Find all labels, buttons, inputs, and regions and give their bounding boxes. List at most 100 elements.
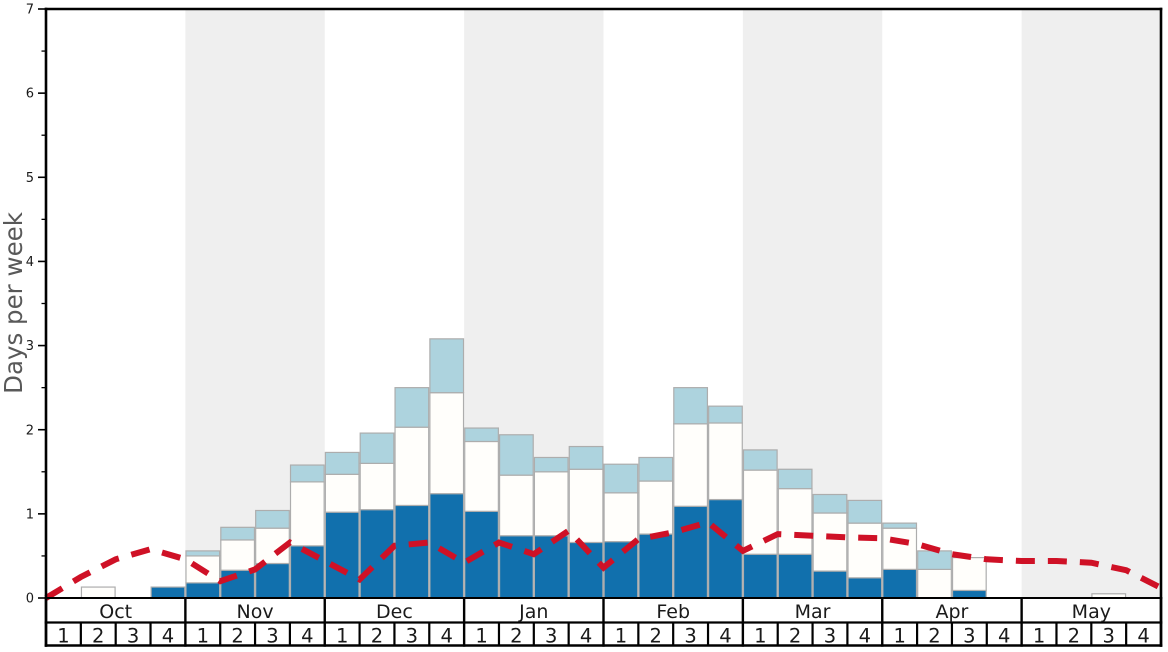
month-label: May [1072,601,1111,623]
bar-segment-light-blue-days [638,456,674,482]
week-number-label: 1 [1033,624,1045,647]
bar-segment-dark-blue-days [394,504,430,599]
bar-segment-light-blue-days [255,509,290,529]
week-number-label: 1 [57,624,69,647]
bar-segment-light-blue-days [324,451,360,475]
bar-segment-dark-blue-days [255,562,290,599]
bar-segment-white-days [917,568,952,599]
bar-segment-light-blue-days [464,427,499,443]
month-label: Jan [518,601,548,623]
month-shading-bands [185,9,1161,598]
week-number-label: 3 [824,624,836,647]
month-label: Feb [656,601,690,623]
bar-segment-dark-blue-days [429,493,465,599]
bar-segment-light-blue-days [603,463,639,494]
bar-segment-white-days [951,557,987,592]
bar-segment-dark-blue-days [673,505,709,599]
bar-segment-white-days [394,426,430,507]
bar-segment-light-blue-days [289,464,325,483]
bar-segment-light-blue-days [185,550,221,557]
bar-segment-white-days [603,492,639,543]
week-number-label: 3 [1103,624,1115,647]
week-number-label: 3 [266,624,278,647]
bar-segment-dark-blue-days [603,541,639,599]
bar-segment-light-blue-days [882,522,918,529]
bar-segment-light-blue-days [533,456,569,473]
bar-segment-white-days [359,462,395,511]
month-label: Mar [795,601,831,623]
bar-segment-white-days [324,473,360,513]
bar-segment-light-blue-days [777,468,813,490]
week-number-label: 2 [650,624,662,647]
y-axis-tick-label: 3 [26,339,34,354]
week-number-label: 4 [859,624,871,647]
bar-segment-light-blue-days [812,493,848,514]
week-number-label: 2 [789,624,801,647]
bar-segment-dark-blue-days [150,586,186,599]
bar-segment-dark-blue-days [951,589,987,599]
week-number-label: 1 [197,624,209,647]
month-label: Apr [936,601,969,623]
month-label: Dec [376,601,413,623]
bar-segment-light-blue-days [673,387,709,425]
month-label: Nov [237,601,274,623]
bar-segment-dark-blue-days [777,553,813,599]
week-number-label: 2 [928,624,940,647]
y-axis-tick-label: 2 [26,423,34,438]
bar-segment-light-blue-days [742,449,778,471]
bar-segment-white-days [498,474,534,537]
bar-segment-light-blue-days [708,405,743,424]
month-label: Oct [99,601,132,623]
y-axis-title: Days per week [0,211,28,394]
week-number-label: 4 [1137,624,1149,647]
bar-segment-dark-blue-days [220,569,256,599]
week-number-label: 2 [92,624,104,647]
y-axis-tick-label: 6 [26,87,34,102]
week-number-label: 3 [963,624,975,647]
bar-segment-white-days [673,423,709,507]
y-axis-tick-label: 4 [26,255,34,270]
bar-segment-light-blue-days [394,387,430,428]
bar-segment-white-days [464,440,499,512]
bar-segment-dark-blue-days [568,541,604,599]
bar-segment-light-blue-days [359,432,395,464]
week-number-label: 3 [406,624,418,647]
bar-segment-white-days [812,512,848,572]
y-axis-tick-label: 7 [26,3,34,18]
bar-segment-white-days [777,488,813,555]
bar-segment-light-blue-days [498,434,534,476]
bar-segment-dark-blue-days [847,577,883,599]
bar-segment-white-days [533,471,569,537]
month-band-may [1021,9,1161,598]
bar-segment-dark-blue-days [812,570,848,599]
bar-segment-white-days [80,586,116,599]
week-number-label: 1 [893,624,905,647]
stacked-bars [80,338,1127,599]
bar-segment-white-days [847,522,883,579]
week-number-label: 4 [301,624,313,647]
week-number-label: 3 [684,624,696,647]
bar-segment-dark-blue-days [882,568,918,599]
week-number-label: 2 [510,624,522,647]
red-dashed-line-layer [44,518,1163,601]
week-number-label: 4 [440,624,452,647]
week-number-label: 2 [231,624,243,647]
week-number-label: 1 [615,624,627,647]
week-number-label: 1 [336,624,348,647]
bar-segment-light-blue-days [220,526,256,541]
bar-segment-white-days [568,468,604,544]
week-number-label: 4 [162,624,174,647]
week-number-label: 1 [475,624,487,647]
week-number-label: 2 [371,624,383,647]
y-axis-tick-label: 1 [26,507,34,522]
week-number-label: 2 [1068,624,1080,647]
bar-segment-white-days [429,392,465,495]
bar-segment-white-days [220,539,256,571]
y-axis-tick-label: 0 [26,592,34,607]
bar-segment-light-blue-days [847,499,883,524]
bar-segment-white-days [708,422,743,501]
